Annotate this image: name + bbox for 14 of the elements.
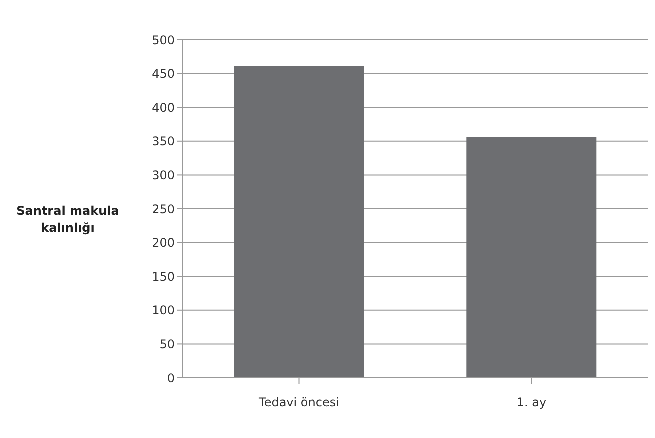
y-tick-label: 400 — [152, 100, 175, 115]
y-tick-label: 150 — [152, 270, 175, 284]
x-tick-label: Tedavi öncesi — [258, 396, 340, 410]
y-tick-label: 300 — [152, 168, 175, 182]
y-tick-label: 350 — [152, 134, 175, 149]
y-tick-label: 500 — [152, 33, 175, 48]
y-axis-title: Santral makula kalınlığı — [16, 203, 120, 237]
y-tick-label: 50 — [160, 337, 175, 352]
x-tick-label: 1. ay — [516, 396, 547, 410]
y-tick-label: 250 — [152, 202, 175, 216]
y-tick-label: 450 — [152, 67, 175, 82]
y-tick-label: 0 — [167, 371, 175, 386]
y-tick-label: 100 — [152, 304, 175, 318]
y-tick-label: 200 — [152, 236, 175, 250]
